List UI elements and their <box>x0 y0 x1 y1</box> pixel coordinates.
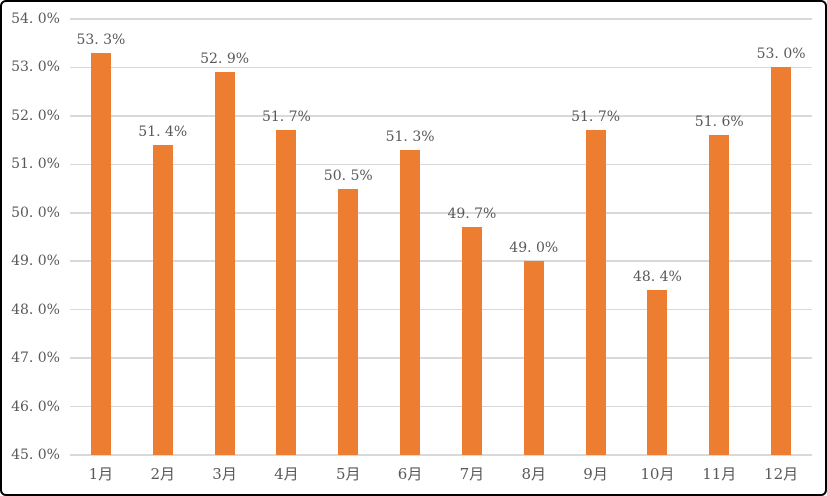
bar-1月 <box>90 52 111 455</box>
x-axis-tick-label: 8月 <box>521 465 547 483</box>
x-axis-tick-label: 7月 <box>459 465 485 483</box>
bar-value-label: 50. 5% <box>323 167 373 184</box>
y-axis-tick-label: 49. 0% <box>11 253 60 270</box>
gridline <box>70 405 812 408</box>
y-axis-tick-label: 51. 0% <box>11 156 60 173</box>
gridline <box>70 308 812 311</box>
gridline <box>70 357 812 359</box>
y-axis-tick-label: 47. 0% <box>11 350 60 367</box>
x-axis-tick-label: 12月 <box>764 465 799 483</box>
bar-value-label: 53. 0% <box>756 46 806 63</box>
bar-value-label: 49. 7% <box>447 206 497 223</box>
gridline <box>70 212 812 214</box>
gridline <box>70 18 812 20</box>
y-axis-tick-label: 53. 0% <box>11 59 60 76</box>
y-axis-tick-label: 48. 0% <box>11 301 60 318</box>
bar-2月 <box>152 144 173 455</box>
gridline <box>70 66 812 69</box>
bar-value-label: 48. 4% <box>632 269 682 286</box>
bar-5月 <box>338 188 359 455</box>
x-axis-tick-label: 10月 <box>640 465 675 483</box>
x-axis-tick-label: 4月 <box>274 465 299 483</box>
x-axis-tick-label: 3月 <box>212 465 237 483</box>
gridline <box>70 163 812 166</box>
bar-9月 <box>585 130 606 455</box>
y-axis-tick-label: 50. 0% <box>11 204 60 221</box>
gridline <box>70 260 812 262</box>
y-axis-tick-label: 45. 0% <box>11 447 60 463</box>
bar-value-label: 51. 4% <box>138 123 188 140</box>
bar-value-label: 53. 3% <box>76 31 126 48</box>
y-axis-tick-label: 54. 0% <box>11 11 60 27</box>
y-axis-tick-label: 52. 0% <box>11 107 60 124</box>
bar-10月 <box>647 290 668 455</box>
bar-6月 <box>400 149 421 455</box>
bar-3月 <box>214 72 235 455</box>
bar-value-label: 51. 6% <box>694 114 744 131</box>
bar-value-label: 51. 7% <box>261 109 311 126</box>
x-axis-tick-label: 11月 <box>702 465 737 483</box>
bar-4月 <box>276 130 297 455</box>
bar-11月 <box>709 135 730 455</box>
x-axis-line <box>70 454 812 456</box>
bar-7月 <box>461 227 482 455</box>
bar-value-label: 51. 7% <box>571 109 621 126</box>
x-axis-tick-label: 5月 <box>335 465 361 483</box>
bar-value-label: 52. 9% <box>200 51 250 68</box>
x-axis-tick-label: 1月 <box>88 465 114 483</box>
gridline <box>70 115 812 117</box>
bar-value-label: 51. 3% <box>385 128 435 145</box>
x-axis-tick-label: 9月 <box>583 465 608 483</box>
y-axis-tick-label: 46. 0% <box>11 398 60 415</box>
x-axis-tick-label: 6月 <box>397 465 423 483</box>
x-axis-tick-label: 2月 <box>150 465 176 483</box>
bar-8月 <box>523 261 544 455</box>
bar-value-label: 49. 0% <box>509 240 559 257</box>
bar-12月 <box>771 67 792 455</box>
